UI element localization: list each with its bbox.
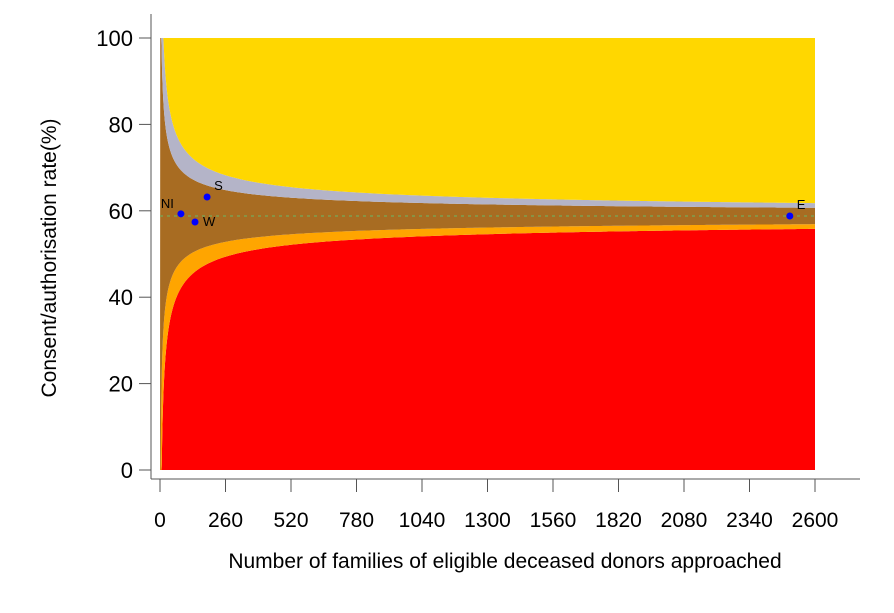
x-tick-label: 0 (154, 509, 166, 532)
data-point-s (203, 193, 211, 201)
x-tick-label: 2080 (661, 509, 708, 532)
data-point-w (191, 218, 199, 226)
y-tick-label: 40 (109, 285, 133, 310)
y-tick-label: 0 (121, 458, 133, 483)
x-tick-label: 1820 (595, 509, 642, 532)
point-label: NI (161, 196, 174, 211)
data-points: NI W S E (161, 178, 806, 229)
data-point-ni (177, 210, 185, 218)
point-label: W (203, 214, 216, 229)
x-tick-label: 260 (208, 509, 243, 532)
data-point-e (786, 212, 794, 220)
y-tick-label: 100 (96, 26, 133, 51)
x-axis-label: Number of families of eligible deceased … (228, 550, 781, 573)
control-limit-bands (160, 38, 815, 470)
band-below-lower-99 (160, 228, 815, 470)
x-tick-label: 520 (273, 509, 308, 532)
y-axis-label: Consent/authorisation rate(%) (38, 119, 61, 398)
point-label: S (214, 178, 223, 193)
x-tick-label: 2600 (792, 509, 839, 532)
x-tick-label: 1300 (464, 509, 511, 532)
x-tick-label: 1560 (530, 509, 577, 532)
x-tick-label: 780 (339, 509, 374, 532)
point-label: E (797, 197, 806, 212)
band-above-upper-99 (160, 38, 815, 470)
y-tick-label: 20 (109, 372, 133, 397)
x-tick-label: 1040 (399, 509, 446, 532)
y-tick-label: 80 (109, 112, 133, 137)
x-axis-ticks: 0 260 520 780 1040 1300 1560 1820 2080 2340 2600 (154, 479, 838, 532)
band-lower-95-99 (160, 224, 815, 470)
y-tick-label: 60 (109, 199, 133, 224)
x-tick-label: 2340 (726, 509, 773, 532)
y-axis-ticks: 0 20 40 60 80 100 (96, 26, 151, 483)
